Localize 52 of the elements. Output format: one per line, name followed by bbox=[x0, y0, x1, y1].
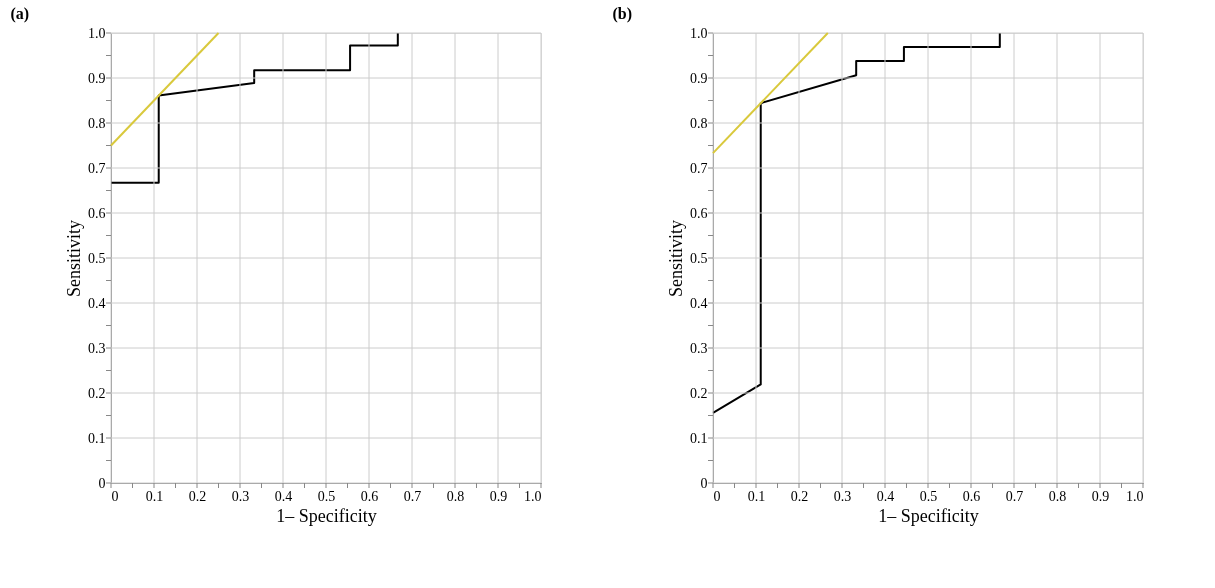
x-tick-label: 0.4 bbox=[274, 488, 293, 504]
x-tick-label: 0.9 bbox=[1091, 488, 1110, 504]
x-tick-label: 0.7 bbox=[1005, 488, 1024, 504]
line-series bbox=[712, 32, 1001, 414]
y-tick-label: 0.7 bbox=[88, 160, 106, 176]
y-tick-label: 0.4 bbox=[88, 295, 106, 311]
x-tick-label: 0.2 bbox=[790, 488, 809, 504]
y-tick-label: 0.9 bbox=[88, 70, 106, 86]
x-tick-label: 1.0 bbox=[1126, 488, 1144, 504]
x-tick-label: 0.1 bbox=[747, 488, 766, 504]
x-tick-label: 0.3 bbox=[231, 488, 250, 504]
x-tick-label: 0.2 bbox=[188, 488, 207, 504]
y-tick-label: 0.6 bbox=[88, 205, 106, 221]
y-tick-label: 0.3 bbox=[690, 340, 708, 356]
x-tick-label: 0.8 bbox=[446, 488, 465, 504]
x-tick-label: 0.8 bbox=[1048, 488, 1067, 504]
line-series bbox=[110, 32, 399, 184]
y-tick-label: 0.3 bbox=[88, 340, 106, 356]
y-tick-label: 0.5 bbox=[88, 250, 106, 266]
x-tick-label: 0 bbox=[713, 488, 721, 504]
y-tick-label: 0.9 bbox=[690, 70, 708, 86]
y-tick-label: 0.1 bbox=[690, 430, 708, 446]
chart-title: (b) bbox=[612, 5, 633, 23]
x-tick-label: 0.5 bbox=[317, 488, 336, 504]
x-tick-label: 0.4 bbox=[876, 488, 895, 504]
x-axis-title: 1– Specificity bbox=[276, 505, 377, 526]
x-axis-title: 1– Specificity bbox=[878, 505, 979, 526]
x-tick-label: 1.0 bbox=[524, 488, 542, 504]
y-tick-label: 0.7 bbox=[690, 160, 708, 176]
y-axis-title: Sensitivity bbox=[64, 219, 84, 298]
y-tick-label: 0.8 bbox=[690, 115, 708, 131]
x-tick-label: 0.6 bbox=[360, 488, 379, 504]
y-tick-label: 0.6 bbox=[690, 205, 708, 221]
x-tick-label: 0.7 bbox=[403, 488, 422, 504]
y-tick-label: 0.2 bbox=[690, 385, 708, 401]
x-tick-label: 0.6 bbox=[962, 488, 981, 504]
x-tick-label: 0 bbox=[111, 488, 119, 504]
y-tick-label: 0.5 bbox=[690, 250, 708, 266]
y-tick-label: 0.8 bbox=[88, 115, 106, 131]
y-tick-label: 1.0 bbox=[88, 25, 106, 41]
x-tick-label: 0.1 bbox=[145, 488, 164, 504]
y-tick-label: 0 bbox=[700, 475, 708, 491]
y-axis-title: Sensitivity bbox=[666, 219, 686, 298]
y-tick-label: 0.4 bbox=[690, 295, 708, 311]
y-tick-label: 1.0 bbox=[690, 25, 708, 41]
x-tick-label: 0.3 bbox=[833, 488, 852, 504]
x-tick-label: 0.9 bbox=[489, 488, 508, 504]
y-tick-label: 0.2 bbox=[88, 385, 106, 401]
y-tick-label: 0.1 bbox=[88, 430, 106, 446]
y-tick-label: 0 bbox=[98, 475, 106, 491]
x-tick-label: 0.5 bbox=[919, 488, 938, 504]
chart-title: (a) bbox=[10, 5, 30, 23]
